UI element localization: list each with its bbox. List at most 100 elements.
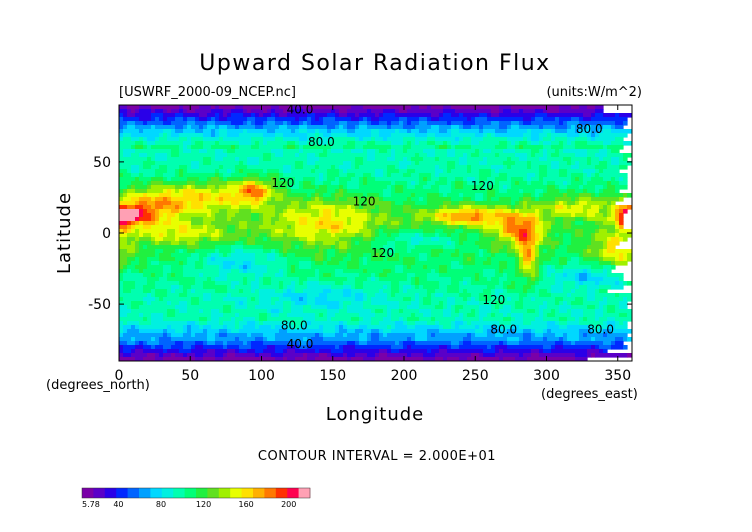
map-cell xyxy=(615,113,620,118)
map-cell xyxy=(183,209,212,214)
map-cell xyxy=(187,181,196,186)
map-cell xyxy=(599,149,608,154)
map-cell xyxy=(119,185,128,190)
map-cell xyxy=(471,293,480,298)
map-cell xyxy=(347,245,352,250)
map-cell xyxy=(551,245,556,250)
map-cell xyxy=(371,253,376,258)
colorbar-swatch xyxy=(241,488,254,498)
map-cell xyxy=(495,253,508,258)
colorbar-swatch xyxy=(82,488,94,498)
map-cell xyxy=(163,297,192,302)
map-cell xyxy=(279,269,284,274)
map-cell xyxy=(463,113,480,118)
map-cell xyxy=(311,117,316,122)
map-cell xyxy=(223,325,228,330)
map-cell xyxy=(575,357,588,361)
map-cell xyxy=(255,261,288,266)
map-cell xyxy=(243,241,248,246)
map-cell xyxy=(307,325,320,330)
map-cell xyxy=(191,349,208,354)
map-cell xyxy=(567,185,580,190)
map-cell xyxy=(463,257,468,262)
map-cell xyxy=(551,329,580,334)
map-cell xyxy=(167,177,172,182)
map-cell xyxy=(415,277,420,282)
map-cell xyxy=(451,213,476,218)
map-cell xyxy=(379,337,408,342)
map-cell xyxy=(623,321,628,326)
map-cell xyxy=(255,257,268,262)
map-cell xyxy=(167,229,176,234)
map-cell xyxy=(271,189,276,194)
map-cell xyxy=(583,113,592,118)
map-cell xyxy=(411,205,440,210)
map-cell xyxy=(451,325,456,330)
map-cell xyxy=(211,197,216,202)
map-cell xyxy=(459,289,464,294)
map-cell xyxy=(379,133,392,138)
map-cell xyxy=(511,185,548,190)
map-cell xyxy=(403,309,420,314)
map-cell xyxy=(139,201,148,206)
map-cell xyxy=(443,205,448,210)
map-cell xyxy=(235,349,240,354)
map-cell xyxy=(595,153,608,158)
map-cell xyxy=(363,297,368,302)
map-cell xyxy=(279,253,284,258)
map-cell xyxy=(439,145,448,150)
map-cell xyxy=(555,273,564,278)
map-cell xyxy=(239,325,244,330)
map-cell xyxy=(603,269,608,274)
map-cell xyxy=(307,297,316,302)
map-cell xyxy=(539,249,544,254)
map-cell xyxy=(151,261,160,266)
map-cell xyxy=(619,321,624,326)
map-cell xyxy=(523,145,544,150)
map-cell xyxy=(367,277,372,282)
map-cell xyxy=(459,157,468,162)
map-cell xyxy=(239,337,256,342)
map-cell xyxy=(307,285,332,290)
map-cell xyxy=(259,157,264,162)
map-cell xyxy=(383,269,392,274)
map-cell xyxy=(251,229,272,234)
map-cell xyxy=(259,277,264,282)
map-cell xyxy=(603,333,608,338)
map-cell xyxy=(139,233,144,238)
map-cell xyxy=(431,221,444,226)
map-cell xyxy=(223,173,232,178)
map-cell xyxy=(419,293,428,298)
map-cell xyxy=(555,197,572,202)
map-cell xyxy=(275,113,280,118)
map-cell xyxy=(367,353,376,358)
map-cell xyxy=(519,109,524,114)
map-cell xyxy=(343,349,380,354)
map-cell xyxy=(199,193,204,198)
map-cell xyxy=(547,289,552,294)
map-cell xyxy=(251,281,260,286)
map-cell xyxy=(619,225,624,230)
map-cell xyxy=(203,353,216,358)
map-cell xyxy=(155,337,160,342)
map-cell xyxy=(271,233,284,238)
map-cell xyxy=(523,265,532,270)
map-cell xyxy=(207,277,212,282)
map-cell xyxy=(559,257,568,262)
map-cell xyxy=(143,349,164,354)
map-cell xyxy=(543,309,552,314)
map-cell xyxy=(223,297,248,302)
map-cell xyxy=(211,221,240,226)
map-cell xyxy=(531,129,544,134)
map-cell xyxy=(415,313,424,318)
map-cell xyxy=(415,333,428,338)
map-cell xyxy=(535,333,544,338)
map-cell xyxy=(303,309,328,314)
map-cell xyxy=(595,289,600,294)
map-cell xyxy=(495,289,504,294)
map-cell xyxy=(611,261,616,266)
map-cell xyxy=(439,117,468,122)
map-cell xyxy=(427,321,436,326)
map-cell xyxy=(227,129,244,134)
map-cell xyxy=(387,233,392,238)
